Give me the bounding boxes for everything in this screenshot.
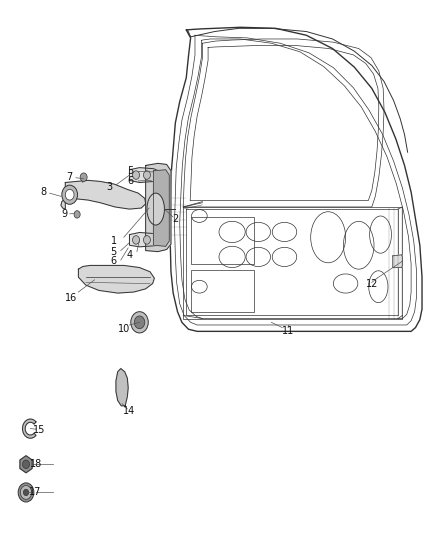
Text: 18: 18 [29,459,42,469]
Text: 7: 7 [67,172,73,182]
Circle shape [65,189,74,200]
Circle shape [62,185,78,204]
Text: 2: 2 [172,214,178,224]
Text: 8: 8 [40,187,46,197]
Circle shape [133,236,140,244]
Circle shape [74,211,80,218]
Circle shape [23,489,28,496]
Text: 11: 11 [282,326,294,336]
Text: 9: 9 [61,209,67,220]
Circle shape [22,460,29,469]
Circle shape [144,171,150,179]
Ellipse shape [147,193,164,225]
Circle shape [131,312,148,333]
Text: 5: 5 [128,166,134,176]
Text: 1: 1 [111,236,117,246]
Circle shape [144,236,150,244]
Polygon shape [78,265,154,293]
Text: 16: 16 [65,293,78,303]
Polygon shape [20,456,32,473]
Polygon shape [22,419,36,438]
Polygon shape [153,169,169,246]
Circle shape [20,486,32,499]
Circle shape [133,171,140,179]
Text: 6: 6 [110,256,117,266]
Text: 12: 12 [366,279,378,288]
Polygon shape [146,164,171,252]
Text: 4: 4 [127,250,133,260]
Text: 17: 17 [29,488,42,497]
Text: 15: 15 [33,425,45,435]
Circle shape [18,483,34,502]
Text: 6: 6 [128,176,134,187]
Circle shape [80,173,87,181]
Polygon shape [393,255,403,268]
Polygon shape [116,368,128,406]
Polygon shape [130,232,164,247]
Bar [191,270,254,312]
Polygon shape [130,167,164,182]
Text: 10: 10 [118,324,130,334]
Circle shape [134,316,145,329]
Bar [191,217,254,264]
Text: 14: 14 [124,406,136,416]
Polygon shape [61,180,146,209]
Text: 3: 3 [106,182,112,192]
Text: 5: 5 [110,247,117,256]
